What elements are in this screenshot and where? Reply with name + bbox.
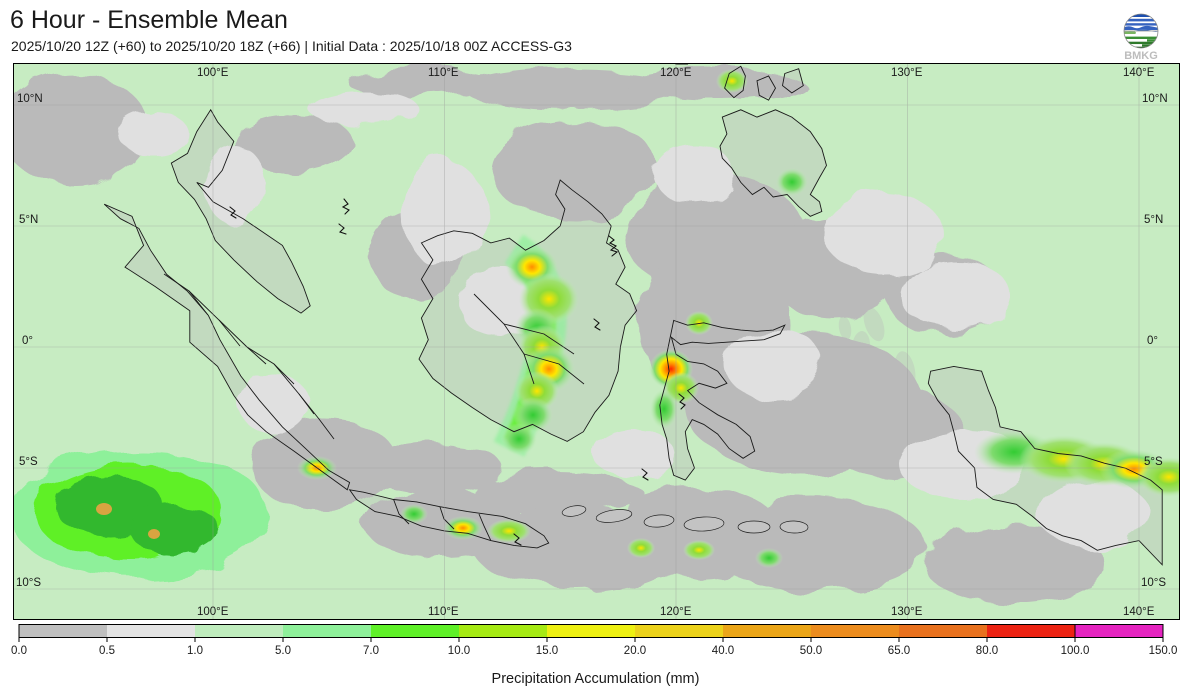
svg-text:110°E: 110°E: [428, 67, 459, 79]
svg-text:150.0: 150.0: [1149, 645, 1178, 657]
svg-text:15.0: 15.0: [536, 645, 558, 657]
svg-text:0.0: 0.0: [11, 645, 27, 657]
svg-text:10°N: 10°N: [1142, 93, 1168, 105]
svg-text:120°E: 120°E: [660, 67, 692, 79]
svg-text:100°E: 100°E: [197, 67, 229, 79]
svg-text:110°E: 110°E: [428, 606, 459, 618]
svg-text:10°N: 10°N: [17, 93, 43, 105]
svg-text:5°S: 5°S: [19, 456, 38, 468]
svg-text:140°E: 140°E: [1123, 606, 1155, 618]
svg-text:140°E: 140°E: [1123, 67, 1155, 79]
svg-text:40.0: 40.0: [712, 645, 734, 657]
svg-text:5°S: 5°S: [1144, 456, 1163, 468]
svg-text:130°E: 130°E: [891, 67, 923, 79]
svg-text:10.0: 10.0: [448, 645, 470, 657]
svg-text:BMKG: BMKG: [1124, 50, 1158, 62]
svg-text:0°: 0°: [22, 335, 33, 347]
svg-text:100°E: 100°E: [197, 606, 229, 618]
svg-text:20.0: 20.0: [624, 645, 646, 657]
svg-text:7.0: 7.0: [363, 645, 379, 657]
svg-text:10°S: 10°S: [16, 577, 41, 589]
svg-text:1.0: 1.0: [187, 645, 203, 657]
svg-text:5°N: 5°N: [1144, 214, 1163, 226]
svg-text:0°: 0°: [1147, 335, 1158, 347]
svg-text:0.5: 0.5: [99, 645, 115, 657]
svg-text:100.0: 100.0: [1061, 645, 1090, 657]
svg-text:5°N: 5°N: [19, 214, 38, 226]
svg-text:50.0: 50.0: [800, 645, 822, 657]
svg-text:130°E: 130°E: [891, 606, 923, 618]
svg-text:10°S: 10°S: [1141, 577, 1166, 589]
svg-text:120°E: 120°E: [660, 606, 692, 618]
svg-text:80.0: 80.0: [976, 645, 998, 657]
svg-text:65.0: 65.0: [888, 645, 910, 657]
svg-text:5.0: 5.0: [275, 645, 291, 657]
